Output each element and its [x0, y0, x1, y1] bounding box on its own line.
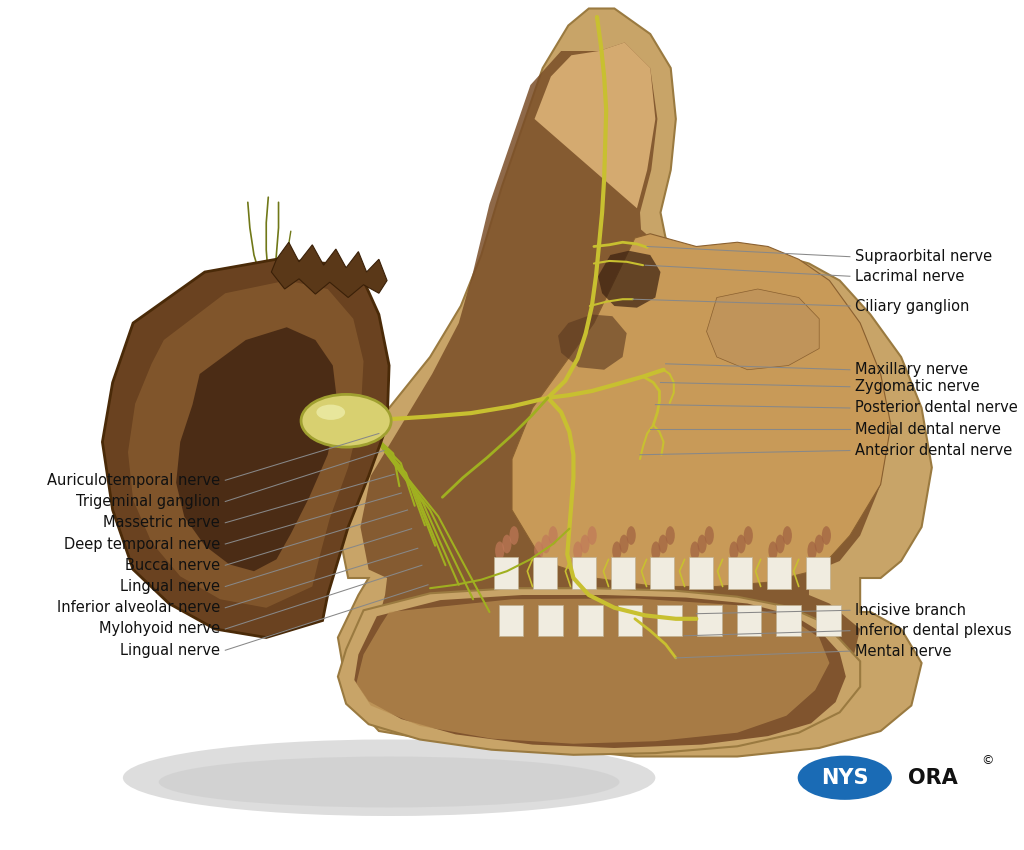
- Text: Medial dental nerve: Medial dental nerve: [855, 422, 1000, 437]
- Bar: [532, 557, 557, 589]
- Bar: [776, 605, 801, 636]
- Ellipse shape: [620, 535, 629, 553]
- Text: Incisive branch: Incisive branch: [855, 603, 966, 618]
- Text: Trigeminal ganglion: Trigeminal ganglion: [76, 494, 220, 509]
- Bar: [499, 605, 523, 636]
- Polygon shape: [354, 595, 846, 748]
- Polygon shape: [102, 259, 389, 638]
- Polygon shape: [356, 598, 829, 744]
- Ellipse shape: [651, 541, 660, 560]
- Polygon shape: [535, 42, 655, 208]
- Ellipse shape: [496, 541, 504, 560]
- Text: Posterior dental nerve: Posterior dental nerve: [855, 400, 1018, 416]
- Bar: [657, 605, 682, 636]
- Text: NYS: NYS: [821, 768, 868, 788]
- Bar: [816, 605, 841, 636]
- Ellipse shape: [588, 526, 597, 545]
- Ellipse shape: [581, 535, 590, 553]
- Polygon shape: [558, 314, 627, 370]
- Text: Lingual nerve: Lingual nerve: [120, 643, 220, 658]
- Polygon shape: [512, 234, 891, 586]
- Ellipse shape: [743, 526, 753, 545]
- Text: Zygomatic nerve: Zygomatic nerve: [855, 379, 980, 394]
- Polygon shape: [271, 242, 387, 298]
- Ellipse shape: [705, 526, 714, 545]
- Text: Supraorbital nerve: Supraorbital nerve: [855, 249, 992, 264]
- Ellipse shape: [729, 541, 738, 560]
- Text: Maxillary nerve: Maxillary nerve: [855, 362, 968, 377]
- Text: Massetric nerve: Massetric nerve: [103, 515, 220, 530]
- Ellipse shape: [535, 541, 544, 560]
- Ellipse shape: [549, 526, 558, 545]
- Ellipse shape: [775, 535, 784, 553]
- Bar: [617, 605, 642, 636]
- Text: Auriculotemporal nerve: Auriculotemporal nerve: [47, 473, 220, 488]
- Text: Anterior dental nerve: Anterior dental nerve: [855, 443, 1013, 458]
- Text: Mental nerve: Mental nerve: [855, 643, 951, 659]
- Bar: [571, 557, 596, 589]
- Bar: [610, 557, 635, 589]
- Ellipse shape: [573, 541, 583, 560]
- Bar: [539, 605, 563, 636]
- Text: Buccal nerve: Buccal nerve: [125, 558, 220, 573]
- Ellipse shape: [123, 740, 655, 816]
- Polygon shape: [338, 588, 860, 755]
- Ellipse shape: [301, 394, 391, 447]
- Polygon shape: [338, 8, 932, 756]
- Ellipse shape: [697, 535, 707, 553]
- Text: ©: ©: [981, 754, 993, 768]
- Text: Inferior dental plexus: Inferior dental plexus: [855, 623, 1012, 638]
- Bar: [578, 605, 602, 636]
- Text: Deep temporal nerve: Deep temporal nerve: [63, 536, 220, 552]
- Ellipse shape: [782, 526, 792, 545]
- Text: Lacrimal nerve: Lacrimal nerve: [855, 269, 965, 284]
- Ellipse shape: [612, 541, 622, 560]
- Ellipse shape: [690, 541, 699, 560]
- Ellipse shape: [798, 756, 892, 800]
- Bar: [767, 557, 792, 589]
- Ellipse shape: [159, 756, 620, 808]
- Ellipse shape: [666, 526, 675, 545]
- Polygon shape: [128, 280, 364, 608]
- Text: ORA: ORA: [908, 768, 958, 788]
- Text: Inferior alveolar nerve: Inferior alveolar nerve: [57, 600, 220, 615]
- Bar: [689, 557, 714, 589]
- Ellipse shape: [807, 541, 817, 560]
- Polygon shape: [707, 289, 819, 370]
- Bar: [728, 557, 753, 589]
- Polygon shape: [360, 42, 891, 733]
- Ellipse shape: [658, 535, 668, 553]
- Ellipse shape: [815, 535, 823, 553]
- Text: Mylohyoid nerve: Mylohyoid nerve: [99, 621, 220, 637]
- Ellipse shape: [542, 535, 551, 553]
- Bar: [494, 557, 518, 589]
- Bar: [806, 557, 830, 589]
- Ellipse shape: [502, 535, 512, 553]
- Ellipse shape: [822, 526, 831, 545]
- Bar: [649, 557, 674, 589]
- Ellipse shape: [768, 541, 777, 560]
- Ellipse shape: [736, 535, 745, 553]
- Ellipse shape: [510, 526, 518, 545]
- Text: Ciliary ganglion: Ciliary ganglion: [855, 298, 970, 314]
- Ellipse shape: [316, 405, 345, 420]
- Polygon shape: [176, 327, 338, 571]
- Text: Lingual nerve: Lingual nerve: [120, 579, 220, 594]
- Bar: [697, 605, 722, 636]
- Ellipse shape: [627, 526, 636, 545]
- Polygon shape: [598, 251, 660, 308]
- Bar: [737, 605, 762, 636]
